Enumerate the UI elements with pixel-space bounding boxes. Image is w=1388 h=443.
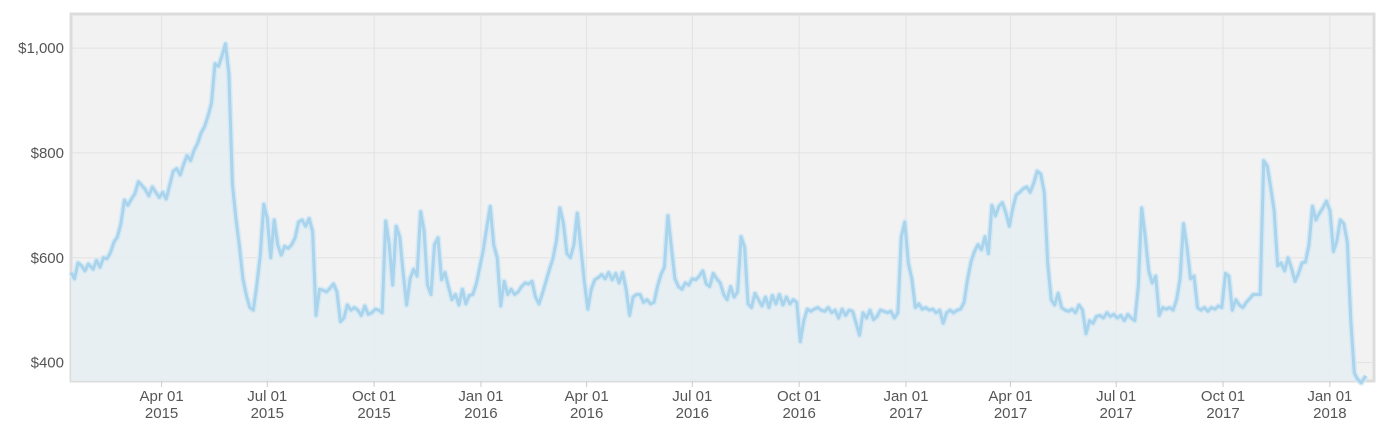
series-line: [69, 42, 1368, 385]
series-area-fill: [71, 43, 1366, 383]
x-tick-label-month: Apr 01: [988, 388, 1032, 405]
x-tick-label-month: Jan 01: [458, 388, 503, 405]
x-tick-label: Jan 01 2016: [458, 388, 503, 422]
x-tick-label-month: Apr 01: [565, 388, 609, 405]
y-tick-label: $800: [31, 145, 64, 162]
x-tick-label-year: 2016: [464, 405, 497, 422]
x-tick-label-month: Apr 01: [139, 388, 183, 405]
x-tick-label-year: 2017: [1099, 405, 1132, 422]
x-tick-label: Apr 01 2016: [565, 388, 609, 422]
x-tick-label: Jan 01 2018: [1307, 388, 1352, 422]
x-tick-label-year: 2018: [1313, 405, 1346, 422]
x-tick-label-year: 2015: [251, 405, 284, 422]
x-tick-label-month: Jul 01: [247, 388, 287, 405]
x-tick-label: Jul 01 2017: [1096, 388, 1136, 422]
series-layer: [68, 40, 1369, 386]
x-tick-label: Apr 01 2015: [139, 388, 183, 422]
x-tick-label-month: Oct 01: [352, 388, 396, 405]
x-tick-label-year: 2017: [994, 405, 1027, 422]
x-tick-label-year: 2016: [676, 405, 709, 422]
x-tick-label-year: 2016: [782, 405, 815, 422]
x-tick-label-month: Jan 01: [883, 388, 928, 405]
x-tick-label-year: 2017: [1206, 405, 1239, 422]
x-tick-label: Oct 01 2017: [1201, 388, 1245, 422]
y-tick-label: $1,000: [18, 40, 64, 57]
x-tick-label: Jan 01 2017: [883, 388, 928, 422]
x-tick-label-year: 2015: [357, 405, 390, 422]
x-tick-label-month: Oct 01: [777, 388, 821, 405]
x-tick-label: Apr 01 2017: [988, 388, 1032, 422]
x-tick-label-year: 2017: [889, 405, 922, 422]
y-tick-label: $400: [31, 355, 64, 372]
x-tick-label: Oct 01 2016: [777, 388, 821, 422]
x-tick-label: Jul 01 2016: [672, 388, 712, 422]
y-tick-label: $600: [31, 250, 64, 267]
x-tick-label-year: 2016: [570, 405, 603, 422]
x-tick-label-month: Jul 01: [1096, 388, 1136, 405]
x-tick-label-month: Jul 01: [672, 388, 712, 405]
x-tick-label: Oct 01 2015: [352, 388, 396, 422]
x-tick-label-month: Jan 01: [1307, 388, 1352, 405]
x-tick-label-year: 2015: [145, 405, 178, 422]
x-tick-label-month: Oct 01: [1201, 388, 1245, 405]
y-axis: $1,000 $800 $600 $400: [18, 40, 64, 372]
x-tick-label: Jul 01 2015: [247, 388, 287, 422]
